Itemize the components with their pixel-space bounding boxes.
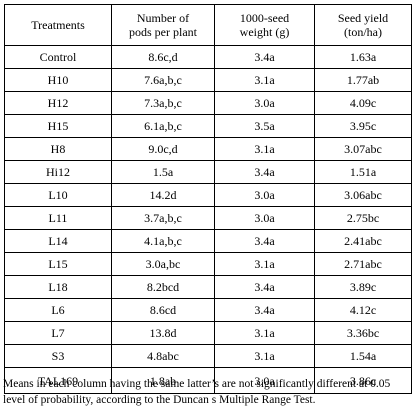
table-row: L6 8.6cd 3.4a 4.12c <box>4 298 412 322</box>
seed-yield-cell: 2.71abc <box>314 252 412 276</box>
seed-yield-cell: 1.54a <box>314 344 412 368</box>
treatment-cell: L6 <box>4 298 112 322</box>
pods-cell: 8.6c,d <box>111 45 215 69</box>
treatment-cell: H10 <box>4 68 112 92</box>
treatment-cell: TAL169 <box>4 367 112 394</box>
treatment-cell: L14 <box>4 229 112 253</box>
header-seed-weight: 1000-seed weight (g) <box>214 4 315 46</box>
header-line: Treatments <box>31 18 85 32</box>
treatment-cell: H12 <box>4 91 112 115</box>
pods-cell: 6.1a,b,c <box>111 114 215 138</box>
table-row: Hi12 1.5a 3.4a 1.51a <box>4 160 412 184</box>
table-body: Control 8.6c,d 3.4a 1.63a H10 7.6a,b,c 3.1a 1.7… <box>4 45 412 394</box>
header-line: Number of <box>136 11 190 25</box>
table-footnote: Means in each column having the same lat… <box>3 378 391 406</box>
header-line: Seed yield <box>337 11 389 25</box>
seed-yield-cell: 4.12c <box>314 298 412 322</box>
seed-yield-cell: 3.07abc <box>314 137 412 161</box>
table-row: Control 8.6c,d 3.4a 1.63a <box>4 45 412 69</box>
seed-weight-cell: 3.1a <box>214 68 315 92</box>
treatment-cell: L15 <box>4 252 112 276</box>
header-treatments: Treatments <box>4 4 112 46</box>
seed-weight-cell: 3.4a <box>214 45 315 69</box>
header-seed-yield: Seed yield (ton/ha) <box>314 4 412 46</box>
seed-weight-cell: 3.4a <box>214 298 315 322</box>
seed-yield-cell: 2.75bc <box>314 206 412 230</box>
seed-yield-cell: 1.63a <box>314 45 412 69</box>
table-row: L11 3.7a,b,c 3.0a 2.75bc <box>4 206 412 230</box>
seed-yield-cell: 1.51a <box>314 160 412 184</box>
pods-cell: 9.0c,d <box>111 137 215 161</box>
header-line: (ton/ha) <box>344 25 382 39</box>
pods-cell: 8.6cd <box>111 298 215 322</box>
seed-weight-cell: 3.1a <box>214 137 315 161</box>
treatment-cell: L10 <box>4 183 112 207</box>
treatment-cell: Hi12 <box>4 160 112 184</box>
table-row: TAL169 1.8ab 3.0a 3.86c <box>4 367 412 394</box>
pods-cell: 13.8d <box>111 321 215 345</box>
seed-weight-cell: 3.1a <box>214 321 315 345</box>
table-row: L7 13.8d 3.1a 3.36bc <box>4 321 412 345</box>
table-row: S3 4.8abc 3.1a 1.54a <box>4 344 412 368</box>
treatment-cell: S3 <box>4 344 112 368</box>
pods-cell: 1.8ab <box>111 367 215 394</box>
seed-weight-cell: 3.0a <box>214 91 315 115</box>
treatment-cell: H8 <box>4 137 112 161</box>
seed-yield-cell: 1.77ab <box>314 68 412 92</box>
seed-weight-cell: 3.4a <box>214 275 315 299</box>
seed-weight-cell: 3.4a <box>214 160 315 184</box>
seed-yield-cell: 3.86c <box>314 367 412 394</box>
seed-yield-cell: 3.36bc <box>314 321 412 345</box>
pods-cell: 4.1a,b,c <box>111 229 215 253</box>
treatment-cell: L7 <box>4 321 112 345</box>
table-row: H10 7.6a,b,c 3.1a 1.77ab <box>4 68 412 92</box>
pods-cell: 4.8abc <box>111 344 215 368</box>
treatment-cell: Control <box>4 45 112 69</box>
results-table-container: Treatments Number of pods per plant 1000-… <box>4 4 412 394</box>
header-pods-per-plant: Number of pods per plant <box>111 4 215 46</box>
seed-yield-cell: 2.41abc <box>314 229 412 253</box>
header-row: Treatments Number of pods per plant 1000-… <box>4 4 412 46</box>
seed-yield-cell: 3.06abc <box>314 183 412 207</box>
pods-cell: 1.5a <box>111 160 215 184</box>
seed-weight-cell: 3.5a <box>214 114 315 138</box>
seed-weight-cell: 3.1a <box>214 252 315 276</box>
pods-cell: 3.7a,b,c <box>111 206 215 230</box>
seed-weight-cell: 3.0a <box>214 183 315 207</box>
table-row: H8 9.0c,d 3.1a 3.07abc <box>4 137 412 161</box>
pods-cell: 7.3a,b,c <box>111 91 215 115</box>
seed-weight-cell: 3.1a <box>214 344 315 368</box>
treatment-cell: L11 <box>4 206 112 230</box>
pods-cell: 8.2bcd <box>111 275 215 299</box>
seed-weight-cell: 3.4a <box>214 229 315 253</box>
table-row: L15 3.0a,bc 3.1a 2.71abc <box>4 252 412 276</box>
table-row: L18 8.2bcd 3.4a 3.89c <box>4 275 412 299</box>
seed-yield-cell: 3.89c <box>314 275 412 299</box>
pods-cell: 3.0a,bc <box>111 252 215 276</box>
table-row: H15 6.1a,b,c 3.5a 3.95c <box>4 114 412 138</box>
results-table: Treatments Number of pods per plant 1000-… <box>4 4 412 394</box>
pods-cell: 14.2d <box>111 183 215 207</box>
header-line: pods per plant <box>129 25 197 39</box>
header-line: 1000-seed <box>239 11 290 25</box>
seed-yield-cell: 3.95c <box>314 114 412 138</box>
header-line: weight (g) <box>239 25 290 39</box>
treatment-cell: H15 <box>4 114 112 138</box>
treatment-cell: L18 <box>4 275 112 299</box>
pods-cell: 7.6a,b,c <box>111 68 215 92</box>
seed-yield-cell: 4.09c <box>314 91 412 115</box>
table-row: H12 7.3a,b,c 3.0a 4.09c <box>4 91 412 115</box>
seed-weight-cell: 3.0a <box>214 206 315 230</box>
table-row: L14 4.1a,b,c 3.4a 2.41abc <box>4 229 412 253</box>
table-row: L10 14.2d 3.0a 3.06abc <box>4 183 412 207</box>
